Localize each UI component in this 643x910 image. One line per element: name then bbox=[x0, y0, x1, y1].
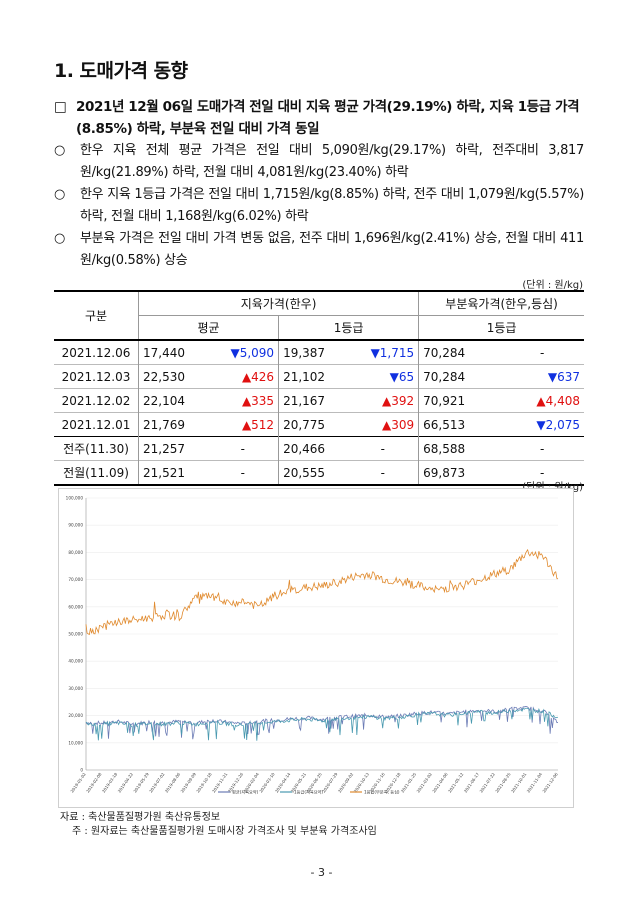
bullet-item: ○ 한우 지육 전체 평균 가격은 전일 대비 5,090원/kg(29.17%… bbox=[54, 140, 584, 184]
price-chart: 100,000 90,000 80,000 70,000 60,000 50,000 40,… bbox=[58, 488, 574, 808]
grade1-change: - bbox=[348, 437, 419, 461]
avg-price: 21,257 bbox=[139, 437, 208, 461]
avg-change: - bbox=[207, 461, 278, 486]
table-row: 전주(11.30) 21,257-20,466-68,588- bbox=[54, 437, 584, 461]
y-tick-label: 50,000 bbox=[68, 632, 83, 637]
header-cuts: 부분육가격(한우,등심) bbox=[419, 291, 584, 316]
row-label: 2021.12.02 bbox=[54, 389, 139, 413]
legend-label: 평균(지육요약) bbox=[232, 789, 259, 796]
table-row: 2021.12.02 22,104 ▲335 21,167 ▲392 70,921 ▲4,4… bbox=[54, 389, 584, 413]
grade1-price: 19,387 bbox=[279, 340, 348, 365]
bullet-item: ○ 부분육 가격은 전일 대비 가격 변동 없음, 전주 대비 1,696원/k… bbox=[54, 228, 584, 272]
circle-bullet-icon: ○ bbox=[54, 140, 65, 162]
cut-price: 70,284 bbox=[419, 340, 501, 365]
cut-price: 70,921 bbox=[419, 389, 501, 413]
avg-price: 21,521 bbox=[139, 461, 208, 486]
bullet-item: ○ 한우 지육 1등급 가격은 전일 대비 1,715원/kg(8.85%) 하… bbox=[54, 184, 584, 228]
table-row: 전월(11.09) 21,521-20,555-69,873- bbox=[54, 461, 584, 486]
y-tick-label: 70,000 bbox=[68, 577, 83, 582]
cut-change: ▲4,408 bbox=[500, 389, 584, 413]
grade1-price: 21,167 bbox=[279, 389, 348, 413]
header-grade1: 1등급 bbox=[279, 316, 419, 341]
row-label: 전주(11.30) bbox=[54, 437, 139, 461]
grade1-change: ▲392 bbox=[348, 389, 419, 413]
page-title: 1. 도매가격 동향 bbox=[54, 56, 188, 83]
table-row: 2021.12.03 22,530 ▲426 21,102 ▼65 70,284 ▼637 bbox=[54, 365, 584, 389]
bullet-text: 한우 지육 1등급 가격은 전일 대비 1,715원/kg(8.85%) 하락,… bbox=[54, 184, 584, 228]
cut-change: - bbox=[500, 340, 584, 365]
avg-price: 22,530 bbox=[139, 365, 208, 389]
cut-price: 66,513 bbox=[419, 413, 501, 437]
grade1-change: - bbox=[348, 461, 419, 486]
table-body: 2021.12.06 17,440 ▼5,090 19,387 ▼1,715 70,284… bbox=[54, 340, 584, 485]
y-tick-label: 100,000 bbox=[66, 496, 84, 501]
cut-change: ▼2,075 bbox=[500, 413, 584, 437]
legend-label: 1등급(지육요약) bbox=[294, 789, 323, 796]
cut-price: 68,588 bbox=[419, 437, 501, 461]
y-tick-label: 80,000 bbox=[68, 550, 83, 555]
table-row: 2021.12.06 17,440 ▼5,090 19,387 ▼1,715 70,284… bbox=[54, 340, 584, 365]
cut-change: - bbox=[500, 437, 584, 461]
row-label: 전월(11.09) bbox=[54, 461, 139, 486]
cut-price: 69,873 bbox=[419, 461, 501, 486]
grade1-price: 20,466 bbox=[279, 437, 348, 461]
summary-text: 2021년 12월 06일 도매가격 전일 대비 지육 평균 가격(29.19%… bbox=[54, 96, 594, 140]
square-bullet-icon: □ bbox=[54, 96, 66, 118]
avg-change: ▼5,090 bbox=[207, 340, 278, 365]
y-tick-label: 30,000 bbox=[68, 686, 83, 691]
cut-change: ▼637 bbox=[500, 365, 584, 389]
y-tick-label: 90,000 bbox=[68, 523, 83, 528]
bullet-text: 부분육 가격은 전일 대비 가격 변동 없음, 전주 대비 1,696원/kg(… bbox=[54, 228, 584, 272]
row-label: 2021.12.03 bbox=[54, 365, 139, 389]
header-grade1-cuts: 1등급 bbox=[419, 316, 584, 341]
grade1-change: ▲309 bbox=[348, 413, 419, 437]
summary-block: □ 2021년 12월 06일 도매가격 전일 대비 지육 평균 가격(29.1… bbox=[54, 96, 594, 140]
circle-bullet-icon: ○ bbox=[54, 228, 65, 250]
grade1-price: 21,102 bbox=[279, 365, 348, 389]
row-label: 2021.12.06 bbox=[54, 340, 139, 365]
header-gubun: 구분 bbox=[54, 291, 139, 340]
grade1-change: ▼1,715 bbox=[348, 340, 419, 365]
avg-price: 17,440 bbox=[139, 340, 208, 365]
header-carcass: 지육가격(한우) bbox=[139, 291, 419, 316]
page-number: - 3 - bbox=[0, 866, 643, 879]
price-table: 구분 지육가격(한우) 부분육가격(한우,등심) 평균 1등급 1등급 2021… bbox=[54, 290, 584, 486]
y-tick-label: 20,000 bbox=[68, 713, 83, 718]
legend-label: 1등급(부분육, 등심) bbox=[364, 789, 400, 796]
avg-price: 22,104 bbox=[139, 389, 208, 413]
y-tick-label: 60,000 bbox=[68, 604, 83, 609]
grade1-price: 20,775 bbox=[279, 413, 348, 437]
avg-change: ▲426 bbox=[207, 365, 278, 389]
y-tick-label: 40,000 bbox=[68, 659, 83, 664]
cut-price: 70,284 bbox=[419, 365, 501, 389]
circle-bullet-icon: ○ bbox=[54, 184, 65, 206]
row-label: 2021.12.01 bbox=[54, 413, 139, 437]
chart-frame bbox=[59, 489, 574, 808]
avg-change: ▲512 bbox=[207, 413, 278, 437]
header-avg: 평균 bbox=[139, 316, 279, 341]
note-text: 주 : 원자료는 축산물품질평가원 도매시장 가격조사 및 부분육 가격조사임 bbox=[72, 822, 377, 837]
avg-change: ▲335 bbox=[207, 389, 278, 413]
source-text: 자료 : 축산물품질평가원 축산유통정보 bbox=[60, 808, 220, 823]
table-row: 2021.12.01 21,769 ▲512 20,775 ▲309 66,513 ▼2,0… bbox=[54, 413, 584, 437]
chart-legend: 평균(지육요약) 1등급(지육요약) 1등급(부분육, 등심) bbox=[218, 789, 400, 796]
avg-change: - bbox=[207, 437, 278, 461]
grade1-price: 20,555 bbox=[279, 461, 348, 486]
table-unit-label: (단위 : 원/kg) bbox=[522, 276, 583, 291]
avg-price: 21,769 bbox=[139, 413, 208, 437]
grade1-change: ▼65 bbox=[348, 365, 419, 389]
bullet-text: 한우 지육 전체 평균 가격은 전일 대비 5,090원/kg(29.17%) … bbox=[54, 140, 584, 184]
y-tick-label: 10,000 bbox=[68, 740, 83, 745]
